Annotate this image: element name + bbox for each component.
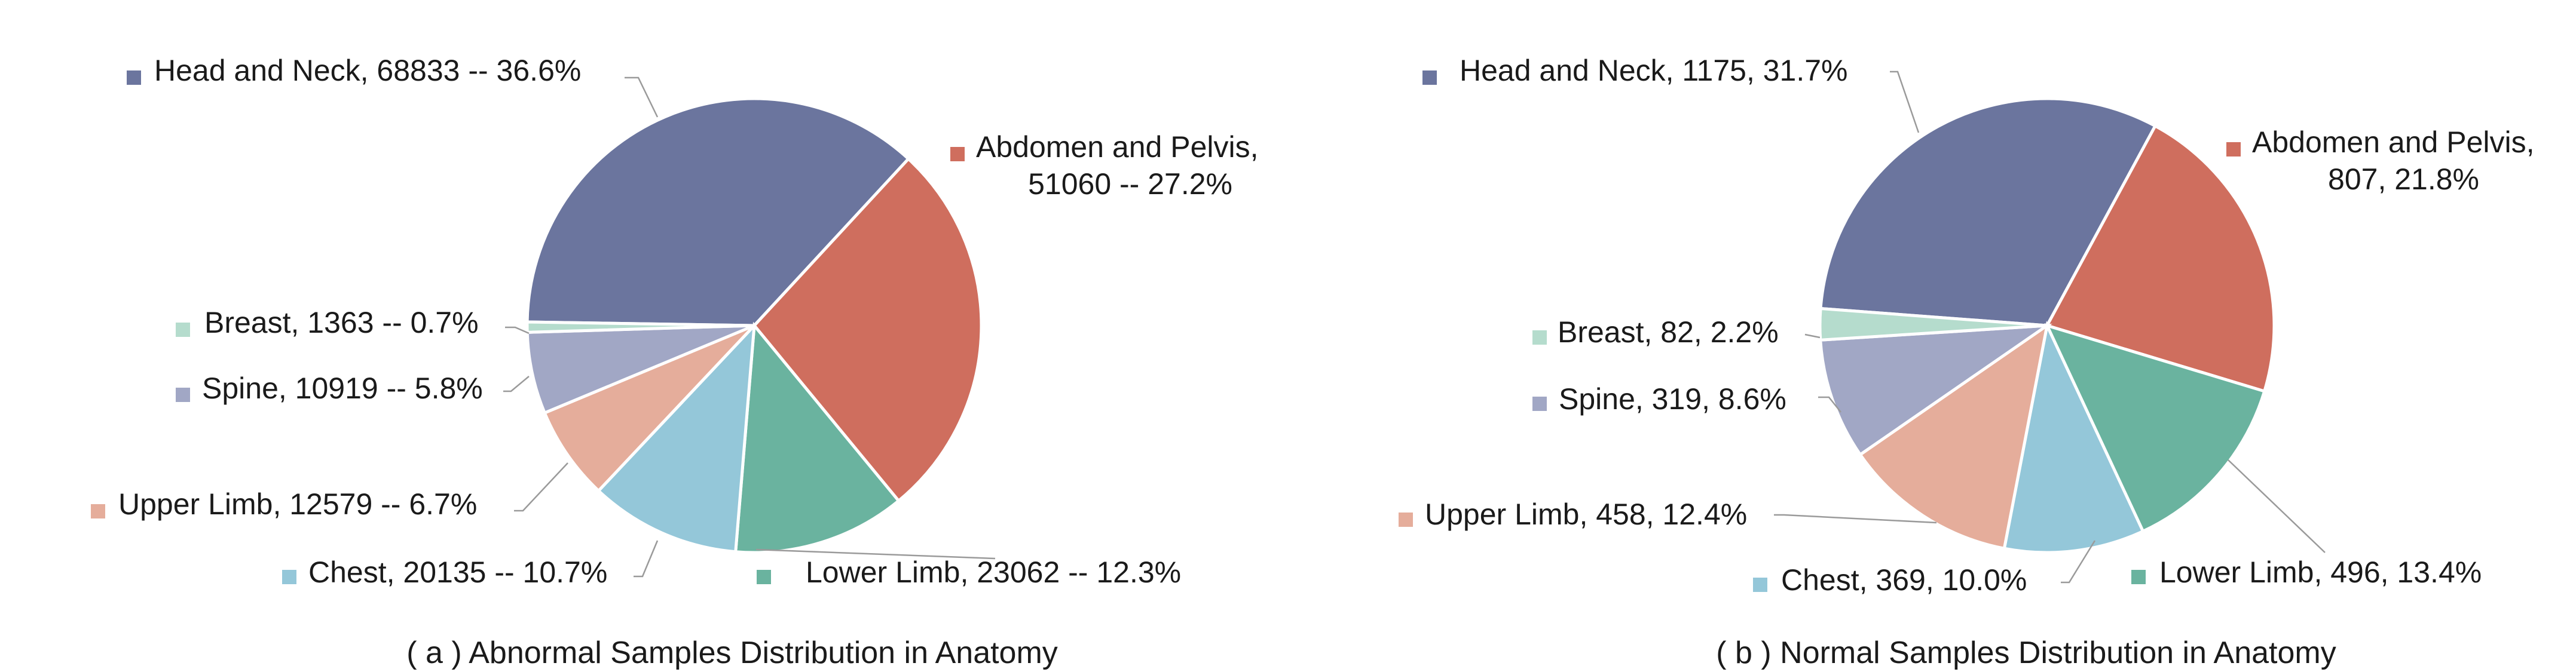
- data-label-head-and-neck: Head and Neck, 68833 -- 36.6%: [154, 54, 581, 87]
- leader-line-lower-limb: [755, 548, 996, 560]
- pie-slice-lower-limb: [734, 321, 901, 554]
- data-label-upper-limb: Upper Limb, 458, 12.4%: [1425, 498, 1747, 531]
- pie-slice-abdomen-and-pelvis: [752, 157, 983, 503]
- data-label-abdomen-and-pelvis-line2: 51060 -- 27.2%: [1028, 167, 1232, 201]
- data-label-spine: Spine, 10919 -- 5.8%: [202, 372, 483, 405]
- legend-marker-upper-limb: [1399, 513, 1413, 527]
- leader-line-upper-limb: [514, 462, 568, 512]
- data-label-lower-limb: Lower Limb, 23062 -- 12.3%: [806, 556, 1181, 589]
- pie-slice-spine: [1819, 323, 2052, 457]
- legend-marker-spine: [176, 388, 190, 402]
- legend-marker-spine: [1532, 397, 1547, 411]
- data-label-upper-limb: Upper Limb, 12579 -- 6.7%: [118, 487, 477, 521]
- data-label-breast: Breast, 82, 2.2%: [1558, 315, 1779, 349]
- leader-line-chest: [634, 540, 659, 578]
- legend-marker-lower-limb: [2131, 570, 2146, 584]
- chart-caption: ( b ) Normal Samples Distribution in Ana…: [1716, 636, 2336, 670]
- legend-marker-chest: [1753, 578, 1767, 592]
- pie-slice-head-and-neck: [525, 97, 911, 327]
- data-label-abdomen-and-pelvis: Abdomen and Pelvis,: [2252, 125, 2535, 159]
- leader-line-breast: [505, 326, 530, 335]
- pie-slice-abdomen-and-pelvis: [2045, 124, 2276, 394]
- legend-marker-breast: [1532, 330, 1547, 345]
- legend-marker-lower-limb: [757, 570, 771, 584]
- leader-line-head-and-neck: [1890, 70, 1920, 133]
- pie-slice-lower-limb: [2044, 323, 2266, 533]
- data-label-spine: Spine, 319, 8.6%: [1559, 382, 1786, 416]
- data-label-breast: Breast, 1363 -- 0.7%: [204, 306, 479, 339]
- pie-slice-head-and-neck: [1819, 97, 2158, 327]
- leader-line-lower-limb: [2228, 459, 2326, 553]
- data-label-abdomen-and-pelvis-line2: 807, 21.8%: [2328, 162, 2479, 196]
- abnormal-distribution-pie-chart: Head and Neck, 68833 -- 36.6% Abdomen and…: [91, 54, 1259, 670]
- leader-line-breast: [1804, 333, 1821, 339]
- data-label-lower-limb: Lower Limb, 496, 13.4%: [2159, 556, 2482, 589]
- leader-line-spine: [503, 376, 530, 392]
- normal-distribution-pie-chart: Head and Neck, 1175, 31.7% Abdomen and Pe…: [1399, 54, 2535, 670]
- leader-line-upper-limb: [1774, 514, 1937, 524]
- legend-marker-abdomen-and-pelvis: [2226, 142, 2241, 157]
- data-label-chest: Chest, 369, 10.0%: [1781, 563, 2027, 597]
- legend-marker-head-and-neck: [1422, 70, 1437, 85]
- leader-line-head-and-neck: [625, 76, 659, 118]
- pie-slice-upper-limb: [542, 324, 755, 493]
- data-label-chest: Chest, 20135 -- 10.7%: [308, 556, 607, 589]
- leader-line-spine: [1818, 396, 1841, 413]
- pie-slice-upper-limb: [1858, 322, 2049, 551]
- leader-line-chest: [2061, 540, 2096, 584]
- legend-marker-breast: [176, 323, 190, 337]
- legend-marker-head-and-neck: [127, 70, 141, 85]
- legend-marker-upper-limb: [91, 504, 105, 518]
- chart-caption: ( a ) Abnormal Samples Distribution in A…: [406, 636, 1058, 670]
- pie-slice-breast: [1818, 306, 2048, 342]
- pie-slice-spine: [525, 324, 755, 415]
- pie-slice-chest: [2002, 320, 2145, 554]
- pie-slice-chest: [596, 321, 757, 554]
- legend-marker-chest: [282, 570, 296, 584]
- legend-marker-abdomen-and-pelvis: [950, 147, 965, 161]
- data-label-abdomen-and-pelvis: Abdomen and Pelvis,: [976, 130, 1259, 164]
- data-label-head-and-neck: Head and Neck, 1175, 31.7%: [1460, 54, 1848, 87]
